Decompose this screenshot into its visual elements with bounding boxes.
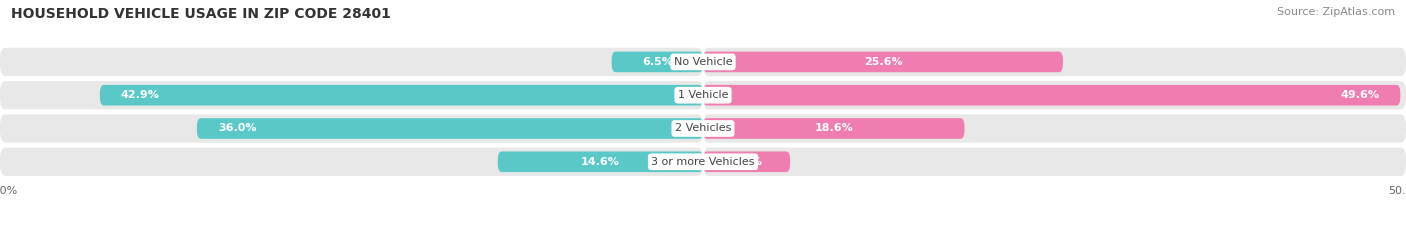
FancyBboxPatch shape [703, 48, 1406, 76]
Text: 14.6%: 14.6% [581, 157, 620, 167]
FancyBboxPatch shape [703, 81, 1406, 109]
FancyBboxPatch shape [703, 51, 1063, 72]
FancyBboxPatch shape [703, 114, 1406, 143]
Text: 3 or more Vehicles: 3 or more Vehicles [651, 157, 755, 167]
Text: 6.5%: 6.5% [643, 57, 672, 67]
FancyBboxPatch shape [703, 85, 1400, 106]
FancyBboxPatch shape [0, 48, 703, 76]
FancyBboxPatch shape [703, 118, 965, 139]
FancyBboxPatch shape [703, 151, 790, 172]
Text: 42.9%: 42.9% [121, 90, 160, 100]
Text: HOUSEHOLD VEHICLE USAGE IN ZIP CODE 28401: HOUSEHOLD VEHICLE USAGE IN ZIP CODE 2840… [11, 7, 391, 21]
Text: No Vehicle: No Vehicle [673, 57, 733, 67]
Text: 25.6%: 25.6% [863, 57, 903, 67]
Text: 36.0%: 36.0% [218, 123, 256, 134]
Text: 6.2%: 6.2% [731, 157, 762, 167]
FancyBboxPatch shape [0, 114, 703, 143]
Text: Source: ZipAtlas.com: Source: ZipAtlas.com [1277, 7, 1395, 17]
Text: 1 Vehicle: 1 Vehicle [678, 90, 728, 100]
FancyBboxPatch shape [0, 81, 703, 109]
Text: 49.6%: 49.6% [1340, 90, 1379, 100]
FancyBboxPatch shape [612, 51, 703, 72]
FancyBboxPatch shape [0, 148, 703, 176]
FancyBboxPatch shape [197, 118, 703, 139]
Text: 18.6%: 18.6% [814, 123, 853, 134]
FancyBboxPatch shape [703, 148, 1406, 176]
FancyBboxPatch shape [498, 151, 703, 172]
Text: 2 Vehicles: 2 Vehicles [675, 123, 731, 134]
FancyBboxPatch shape [100, 85, 703, 106]
